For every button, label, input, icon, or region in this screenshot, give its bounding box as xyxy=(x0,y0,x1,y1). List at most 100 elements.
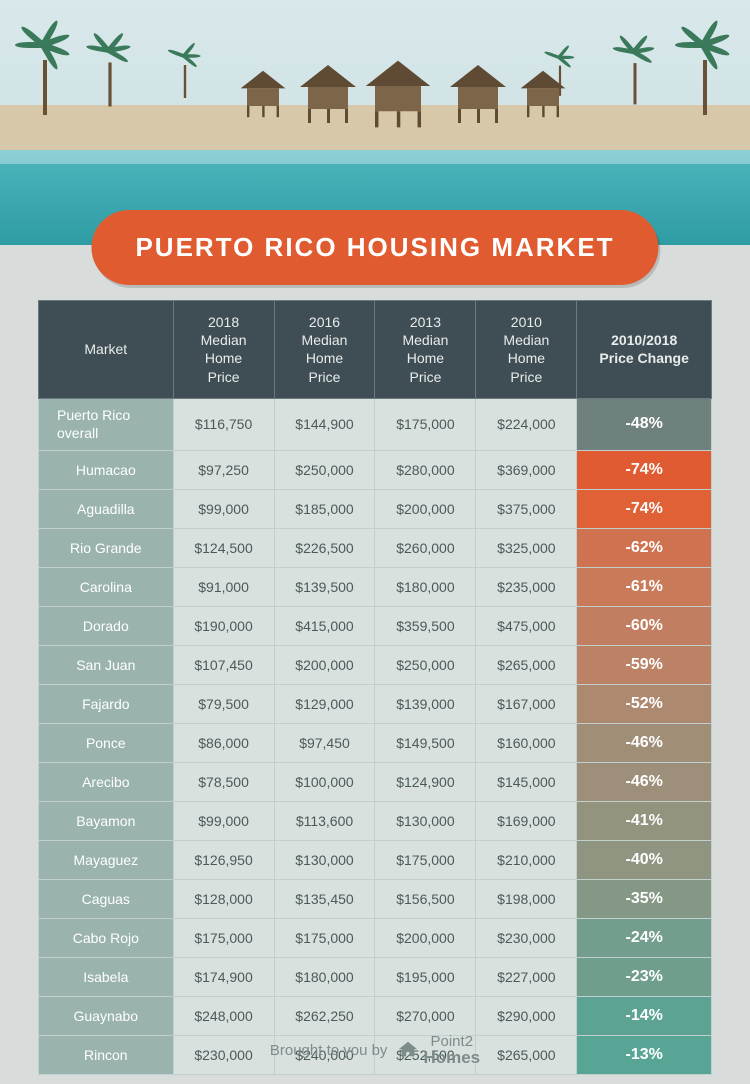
price-cell: $169,000 xyxy=(476,801,577,840)
market-cell: Puerto Rico overall xyxy=(39,398,174,450)
price-cell: $224,000 xyxy=(476,398,577,450)
price-cell: $359,500 xyxy=(375,606,476,645)
price-cell: $290,000 xyxy=(476,996,577,1035)
market-cell: Rio Grande xyxy=(39,528,174,567)
price-cell: $198,000 xyxy=(476,879,577,918)
col-change: 2010/2018Price Change xyxy=(577,301,712,399)
change-cell: -46% xyxy=(577,762,712,801)
price-cell: $174,900 xyxy=(173,957,274,996)
market-cell: Isabela xyxy=(39,957,174,996)
price-cell: $200,000 xyxy=(375,489,476,528)
price-cell: $107,450 xyxy=(173,645,274,684)
market-cell: San Juan xyxy=(39,645,174,684)
market-cell: Dorado xyxy=(39,606,174,645)
table-row: Guaynabo$248,000$262,250$270,000$290,000… xyxy=(39,996,712,1035)
price-cell: $167,000 xyxy=(476,684,577,723)
price-cell: $100,000 xyxy=(274,762,375,801)
house-icon xyxy=(397,1039,419,1061)
change-cell: -48% xyxy=(577,398,712,450)
change-cell: -14% xyxy=(577,996,712,1035)
price-cell: $185,000 xyxy=(274,489,375,528)
market-cell: Arecibo xyxy=(39,762,174,801)
price-cell: $265,000 xyxy=(476,645,577,684)
price-cell: $250,000 xyxy=(274,450,375,489)
price-cell: $130,000 xyxy=(375,801,476,840)
table-row: Ponce$86,000$97,450$149,500$160,000-46% xyxy=(39,723,712,762)
price-cell: $369,000 xyxy=(476,450,577,489)
price-cell: $262,250 xyxy=(274,996,375,1035)
price-cell: $180,000 xyxy=(274,957,375,996)
price-cell: $86,000 xyxy=(173,723,274,762)
change-cell: -46% xyxy=(577,723,712,762)
price-cell: $135,450 xyxy=(274,879,375,918)
price-cell: $91,000 xyxy=(173,567,274,606)
price-cell: $124,900 xyxy=(375,762,476,801)
change-cell: -59% xyxy=(577,645,712,684)
table-header-row: Market 2018MedianHomePrice 2016MedianHom… xyxy=(39,301,712,399)
price-cell: $145,000 xyxy=(476,762,577,801)
price-cell: $78,500 xyxy=(173,762,274,801)
change-cell: -52% xyxy=(577,684,712,723)
change-cell: -40% xyxy=(577,840,712,879)
table-row: Aguadilla$99,000$185,000$200,000$375,000… xyxy=(39,489,712,528)
price-cell: $144,900 xyxy=(274,398,375,450)
market-cell: Humacao xyxy=(39,450,174,489)
price-cell: $235,000 xyxy=(476,567,577,606)
price-cell: $139,500 xyxy=(274,567,375,606)
change-cell: -74% xyxy=(577,450,712,489)
price-cell: $139,000 xyxy=(375,684,476,723)
price-cell: $129,000 xyxy=(274,684,375,723)
price-cell: $280,000 xyxy=(375,450,476,489)
market-cell: Cabo Rojo xyxy=(39,918,174,957)
page-title: PUERTO RICO HOUSING MARKET xyxy=(91,210,658,285)
table-row: Mayaguez$126,950$130,000$175,000$210,000… xyxy=(39,840,712,879)
price-cell: $475,000 xyxy=(476,606,577,645)
price-cell: $230,000 xyxy=(476,918,577,957)
market-cell: Caguas xyxy=(39,879,174,918)
price-cell: $248,000 xyxy=(173,996,274,1035)
change-cell: -41% xyxy=(577,801,712,840)
market-cell: Aguadilla xyxy=(39,489,174,528)
footer: Brought to you by Point2Homes xyxy=(0,1034,750,1066)
col-market: Market xyxy=(39,301,174,399)
col-2013: 2013MedianHomePrice xyxy=(375,301,476,399)
table-row: Bayamon$99,000$113,600$130,000$169,000-4… xyxy=(39,801,712,840)
col-2018: 2018MedianHomePrice xyxy=(173,301,274,399)
price-cell: $175,000 xyxy=(274,918,375,957)
price-cell: $200,000 xyxy=(274,645,375,684)
change-cell: -23% xyxy=(577,957,712,996)
market-cell: Fajardo xyxy=(39,684,174,723)
col-2010: 2010MedianHomePrice xyxy=(476,301,577,399)
price-cell: $190,000 xyxy=(173,606,274,645)
price-cell: $200,000 xyxy=(375,918,476,957)
price-cell: $116,750 xyxy=(173,398,274,450)
price-cell: $270,000 xyxy=(375,996,476,1035)
table-row: Arecibo$78,500$100,000$124,900$145,000-4… xyxy=(39,762,712,801)
price-cell: $156,500 xyxy=(375,879,476,918)
housing-table: Market 2018MedianHomePrice 2016MedianHom… xyxy=(38,300,712,1075)
table-row: Caguas$128,000$135,450$156,500$198,000-3… xyxy=(39,879,712,918)
price-cell: $226,500 xyxy=(274,528,375,567)
market-cell: Ponce xyxy=(39,723,174,762)
table-row: Carolina$91,000$139,500$180,000$235,000-… xyxy=(39,567,712,606)
change-cell: -74% xyxy=(577,489,712,528)
table-row: Dorado$190,000$415,000$359,500$475,000-6… xyxy=(39,606,712,645)
price-cell: $250,000 xyxy=(375,645,476,684)
price-cell: $79,500 xyxy=(173,684,274,723)
price-cell: $175,000 xyxy=(173,918,274,957)
price-cell: $210,000 xyxy=(476,840,577,879)
change-cell: -61% xyxy=(577,567,712,606)
table-row: San Juan$107,450$200,000$250,000$265,000… xyxy=(39,645,712,684)
table-row: Humacao$97,250$250,000$280,000$369,000-7… xyxy=(39,450,712,489)
price-cell: $325,000 xyxy=(476,528,577,567)
price-cell: $160,000 xyxy=(476,723,577,762)
change-cell: -62% xyxy=(577,528,712,567)
price-cell: $124,500 xyxy=(173,528,274,567)
price-cell: $113,600 xyxy=(274,801,375,840)
brand-logo: Point2Homes xyxy=(397,1034,480,1066)
change-cell: -60% xyxy=(577,606,712,645)
table-row: Fajardo$79,500$129,000$139,000$167,000-5… xyxy=(39,684,712,723)
price-cell: $128,000 xyxy=(173,879,274,918)
price-cell: $375,000 xyxy=(476,489,577,528)
price-cell: $195,000 xyxy=(375,957,476,996)
